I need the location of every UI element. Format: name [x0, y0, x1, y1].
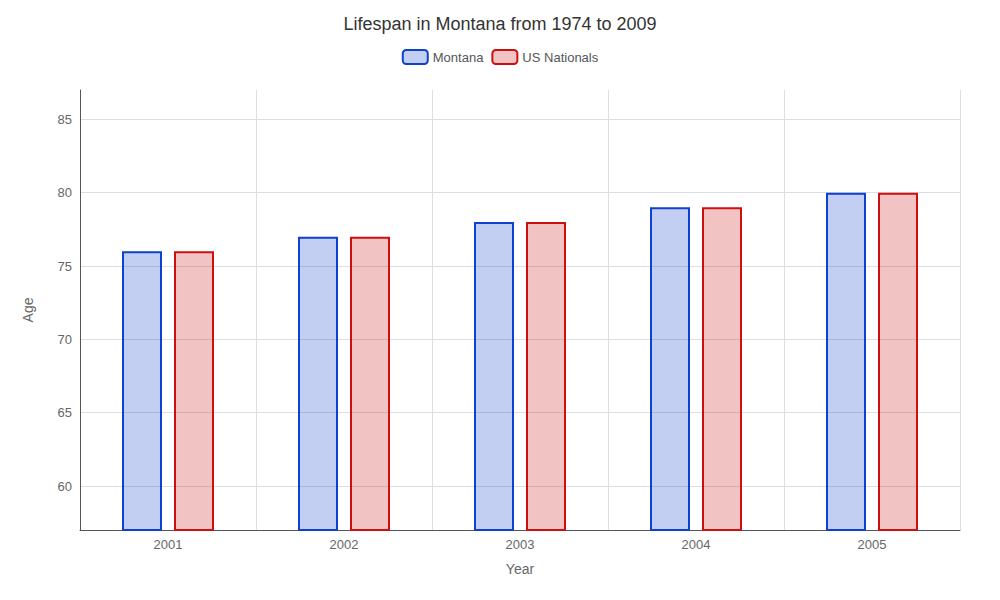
svg-text:2002: 2002	[330, 537, 359, 552]
svg-text:2001: 2001	[154, 537, 183, 552]
svg-text:85: 85	[58, 112, 72, 127]
svg-text:Age: Age	[20, 297, 36, 322]
svg-text:70: 70	[58, 332, 72, 347]
svg-text:60: 60	[58, 479, 72, 494]
svg-text:2003: 2003	[506, 537, 535, 552]
svg-text:75: 75	[58, 259, 72, 274]
svg-text:2005: 2005	[858, 537, 887, 552]
svg-text:Montana: Montana	[433, 50, 484, 65]
svg-text:65: 65	[58, 405, 72, 420]
svg-text:2004: 2004	[682, 537, 711, 552]
svg-text:Year: Year	[506, 561, 535, 577]
svg-text:80: 80	[58, 185, 72, 200]
svg-text:Lifespan in Montana from 1974: Lifespan in Montana from 1974 to 2009	[343, 14, 656, 34]
svg-text:US Nationals: US Nationals	[522, 50, 598, 65]
